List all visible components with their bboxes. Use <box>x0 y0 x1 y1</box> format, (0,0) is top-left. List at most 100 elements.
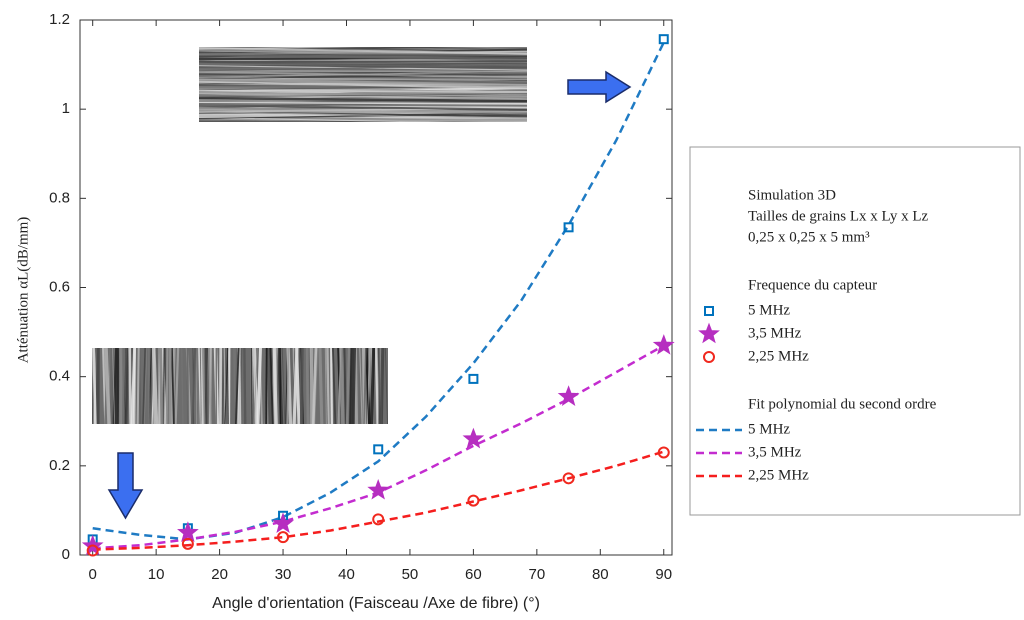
texture-streak <box>378 348 380 424</box>
texture-streak <box>272 348 278 424</box>
texture-streak <box>121 348 125 424</box>
texture-streak <box>343 348 347 424</box>
texture-streak <box>154 348 160 424</box>
texture-streak <box>199 53 527 61</box>
texture-streak <box>330 348 333 424</box>
texture-streak <box>331 348 337 424</box>
legend-swatch <box>703 351 715 363</box>
x-tick-label: 80 <box>592 566 609 583</box>
texture-streak <box>199 78 527 87</box>
legend-header: Simulation 3D <box>748 187 836 203</box>
x-tick-label: 50 <box>402 566 419 583</box>
texture-streak <box>199 93 527 98</box>
marker-square <box>373 444 384 455</box>
texture-streak <box>375 348 379 424</box>
texture-streak <box>201 348 206 424</box>
texture-streak <box>144 348 148 424</box>
texture-streak <box>234 348 239 424</box>
texture-streak <box>199 87 527 91</box>
texture-streak <box>345 348 351 424</box>
y-tick-label: 1 <box>62 100 70 117</box>
legend <box>689 146 1021 516</box>
texture-streak <box>174 348 180 424</box>
texture-streak <box>191 348 197 424</box>
marker-circle <box>657 446 670 459</box>
texture-streak <box>312 348 318 424</box>
texture-streak <box>171 348 175 424</box>
x-tick-label: 40 <box>338 566 355 583</box>
texture-streak <box>199 104 527 111</box>
x-tick-label: 60 <box>465 566 482 583</box>
texture-streak <box>243 348 247 424</box>
x-tick-label: 70 <box>529 566 546 583</box>
y-tick-label: 0 <box>62 546 70 563</box>
legend-label: 3,5 MHz <box>748 444 802 460</box>
texture-streak <box>199 91 527 98</box>
texture-streak <box>337 348 342 424</box>
texture-streak <box>269 348 274 424</box>
x-tick-label: 20 <box>211 566 228 583</box>
texture-streak <box>199 117 455 122</box>
texture-streak <box>199 80 527 90</box>
y-tick-label: 0.4 <box>49 368 70 385</box>
texture-streak <box>309 348 314 424</box>
fit-line <box>92 450 665 551</box>
texture-streak <box>281 348 286 424</box>
marker-circle <box>277 531 290 544</box>
texture-streak <box>199 64 527 72</box>
texture-streak <box>128 348 133 424</box>
marker-star <box>652 334 675 355</box>
texture-streak <box>199 103 527 107</box>
texture-streak <box>199 60 527 63</box>
texture-streak <box>265 348 268 424</box>
texture-streak <box>318 348 324 424</box>
y-tick-label: 1.2 <box>49 11 70 28</box>
marker-circle <box>372 513 385 526</box>
texture-streak <box>199 89 527 94</box>
texture-streak <box>208 348 212 424</box>
texture-streak <box>338 348 346 424</box>
y-tick-label: 0.6 <box>49 278 70 295</box>
texture-streak <box>165 348 169 424</box>
texture-streak <box>118 348 123 424</box>
texture-streak <box>199 52 527 56</box>
legend-label: 5 MHz <box>748 421 790 437</box>
texture-streak <box>266 348 273 424</box>
texture-streak <box>199 120 392 122</box>
marker-square <box>468 373 479 384</box>
texture-streak <box>136 348 140 424</box>
texture-streak <box>256 348 263 424</box>
texture-streak <box>292 348 299 424</box>
marker-star <box>367 478 390 500</box>
legend-group-title: Fit polynomial du second ordre <box>748 396 937 412</box>
x-tick-label: 0 <box>89 566 97 583</box>
legend-swatch <box>704 306 714 316</box>
texture-streak <box>199 70 527 78</box>
marker-star <box>462 427 485 449</box>
texture-streak <box>224 348 229 424</box>
legend-header: Tailles de grains Lx x Ly x Lz <box>748 208 928 224</box>
texture-streak <box>379 348 385 424</box>
legend-label: 5 MHz <box>748 302 790 318</box>
legend-label: 2,25 MHz <box>748 467 809 483</box>
texture-streak <box>199 69 527 73</box>
legend-swatch <box>698 322 720 344</box>
texture-streak <box>199 119 329 122</box>
marker-circle <box>86 544 99 557</box>
texture-streak <box>305 348 310 424</box>
marker-star <box>177 521 199 542</box>
micrograph-vertical <box>92 348 388 424</box>
texture-streak <box>199 101 527 105</box>
texture-streak <box>158 348 164 424</box>
marker-square <box>658 34 669 45</box>
texture-streak <box>199 113 527 119</box>
texture-streak <box>142 348 146 424</box>
texture-streak <box>299 348 304 424</box>
x-tick-label: 10 <box>148 566 165 583</box>
texture-streak <box>363 348 367 424</box>
marker-star <box>557 385 580 406</box>
x-tick-label: 30 <box>275 566 292 583</box>
marker-star <box>272 512 294 534</box>
marker-circle <box>467 494 480 507</box>
